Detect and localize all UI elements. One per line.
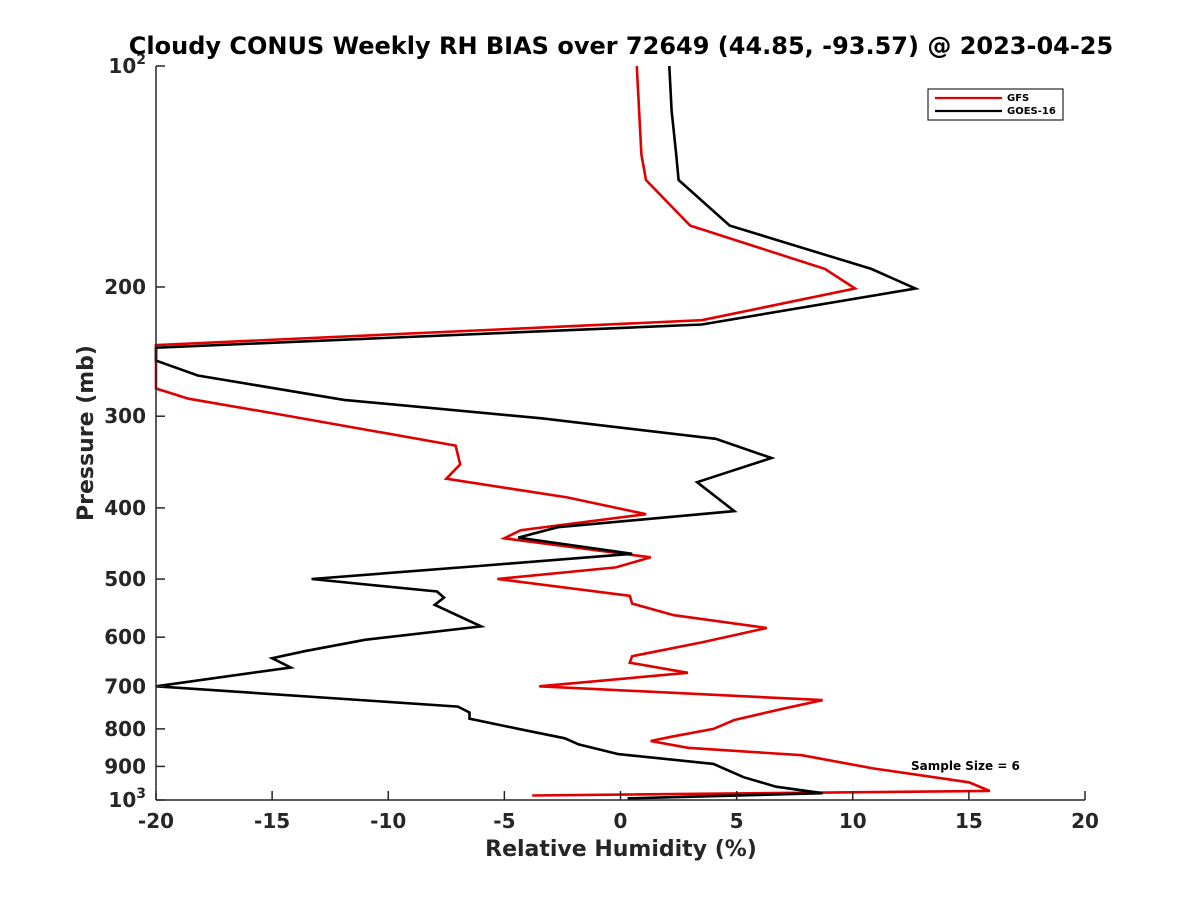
x-tick-label: -20 bbox=[138, 809, 174, 833]
y-tick-label: 200 bbox=[104, 275, 146, 299]
y-tick-label: 700 bbox=[104, 674, 146, 698]
series-layer bbox=[154, 65, 991, 800]
plot-area: -20 -15 -10 -5 0 5 10 15 20 102 200 300 400 500 600 70… bbox=[104, 52, 1099, 833]
sample-size-annotation: Sample Size = 6 bbox=[911, 759, 1020, 773]
legend-box bbox=[927, 88, 1064, 121]
x-tick-label: 5 bbox=[730, 809, 744, 833]
x-tick-label: -10 bbox=[370, 809, 406, 833]
y-tick-label: 900 bbox=[104, 754, 146, 778]
y-tick-label: 103 bbox=[108, 786, 146, 812]
x-tick-label: 15 bbox=[955, 809, 983, 833]
x-axis-ticks: -20 -15 -10 -5 0 5 10 15 20 bbox=[138, 791, 1099, 833]
y-tick-label: 600 bbox=[104, 625, 146, 649]
legend: GFS GOES-16 bbox=[927, 88, 1064, 121]
x-tick-label: 10 bbox=[839, 809, 867, 833]
series-line-goes16 bbox=[154, 65, 920, 800]
x-tick-label: -5 bbox=[493, 809, 515, 833]
legend-label-gfs: GFS bbox=[1007, 93, 1029, 104]
y-tick-label: 800 bbox=[104, 717, 146, 741]
y-tick-label: 400 bbox=[104, 496, 146, 520]
x-axis-label: Relative Humidity (%) bbox=[485, 837, 757, 862]
y-tick-label: 102 bbox=[108, 52, 146, 78]
y-axis-ticks: 102 200 300 400 500 600 700 800 900 103 bbox=[104, 52, 165, 812]
y-axis-label: Pressure (mb) bbox=[74, 345, 99, 521]
x-tick-label: 0 bbox=[614, 809, 628, 833]
x-tick-label: 20 bbox=[1071, 809, 1099, 833]
legend-label-goes16: GOES-16 bbox=[1007, 106, 1056, 117]
x-tick-label: -15 bbox=[254, 809, 290, 833]
y-tick-label: 300 bbox=[104, 404, 146, 428]
chart-title: Cloudy CONUS Weekly RH BIAS over 72649 (… bbox=[129, 32, 1113, 60]
series-line-gfs bbox=[154, 65, 991, 797]
y-tick-label: 500 bbox=[104, 567, 146, 591]
